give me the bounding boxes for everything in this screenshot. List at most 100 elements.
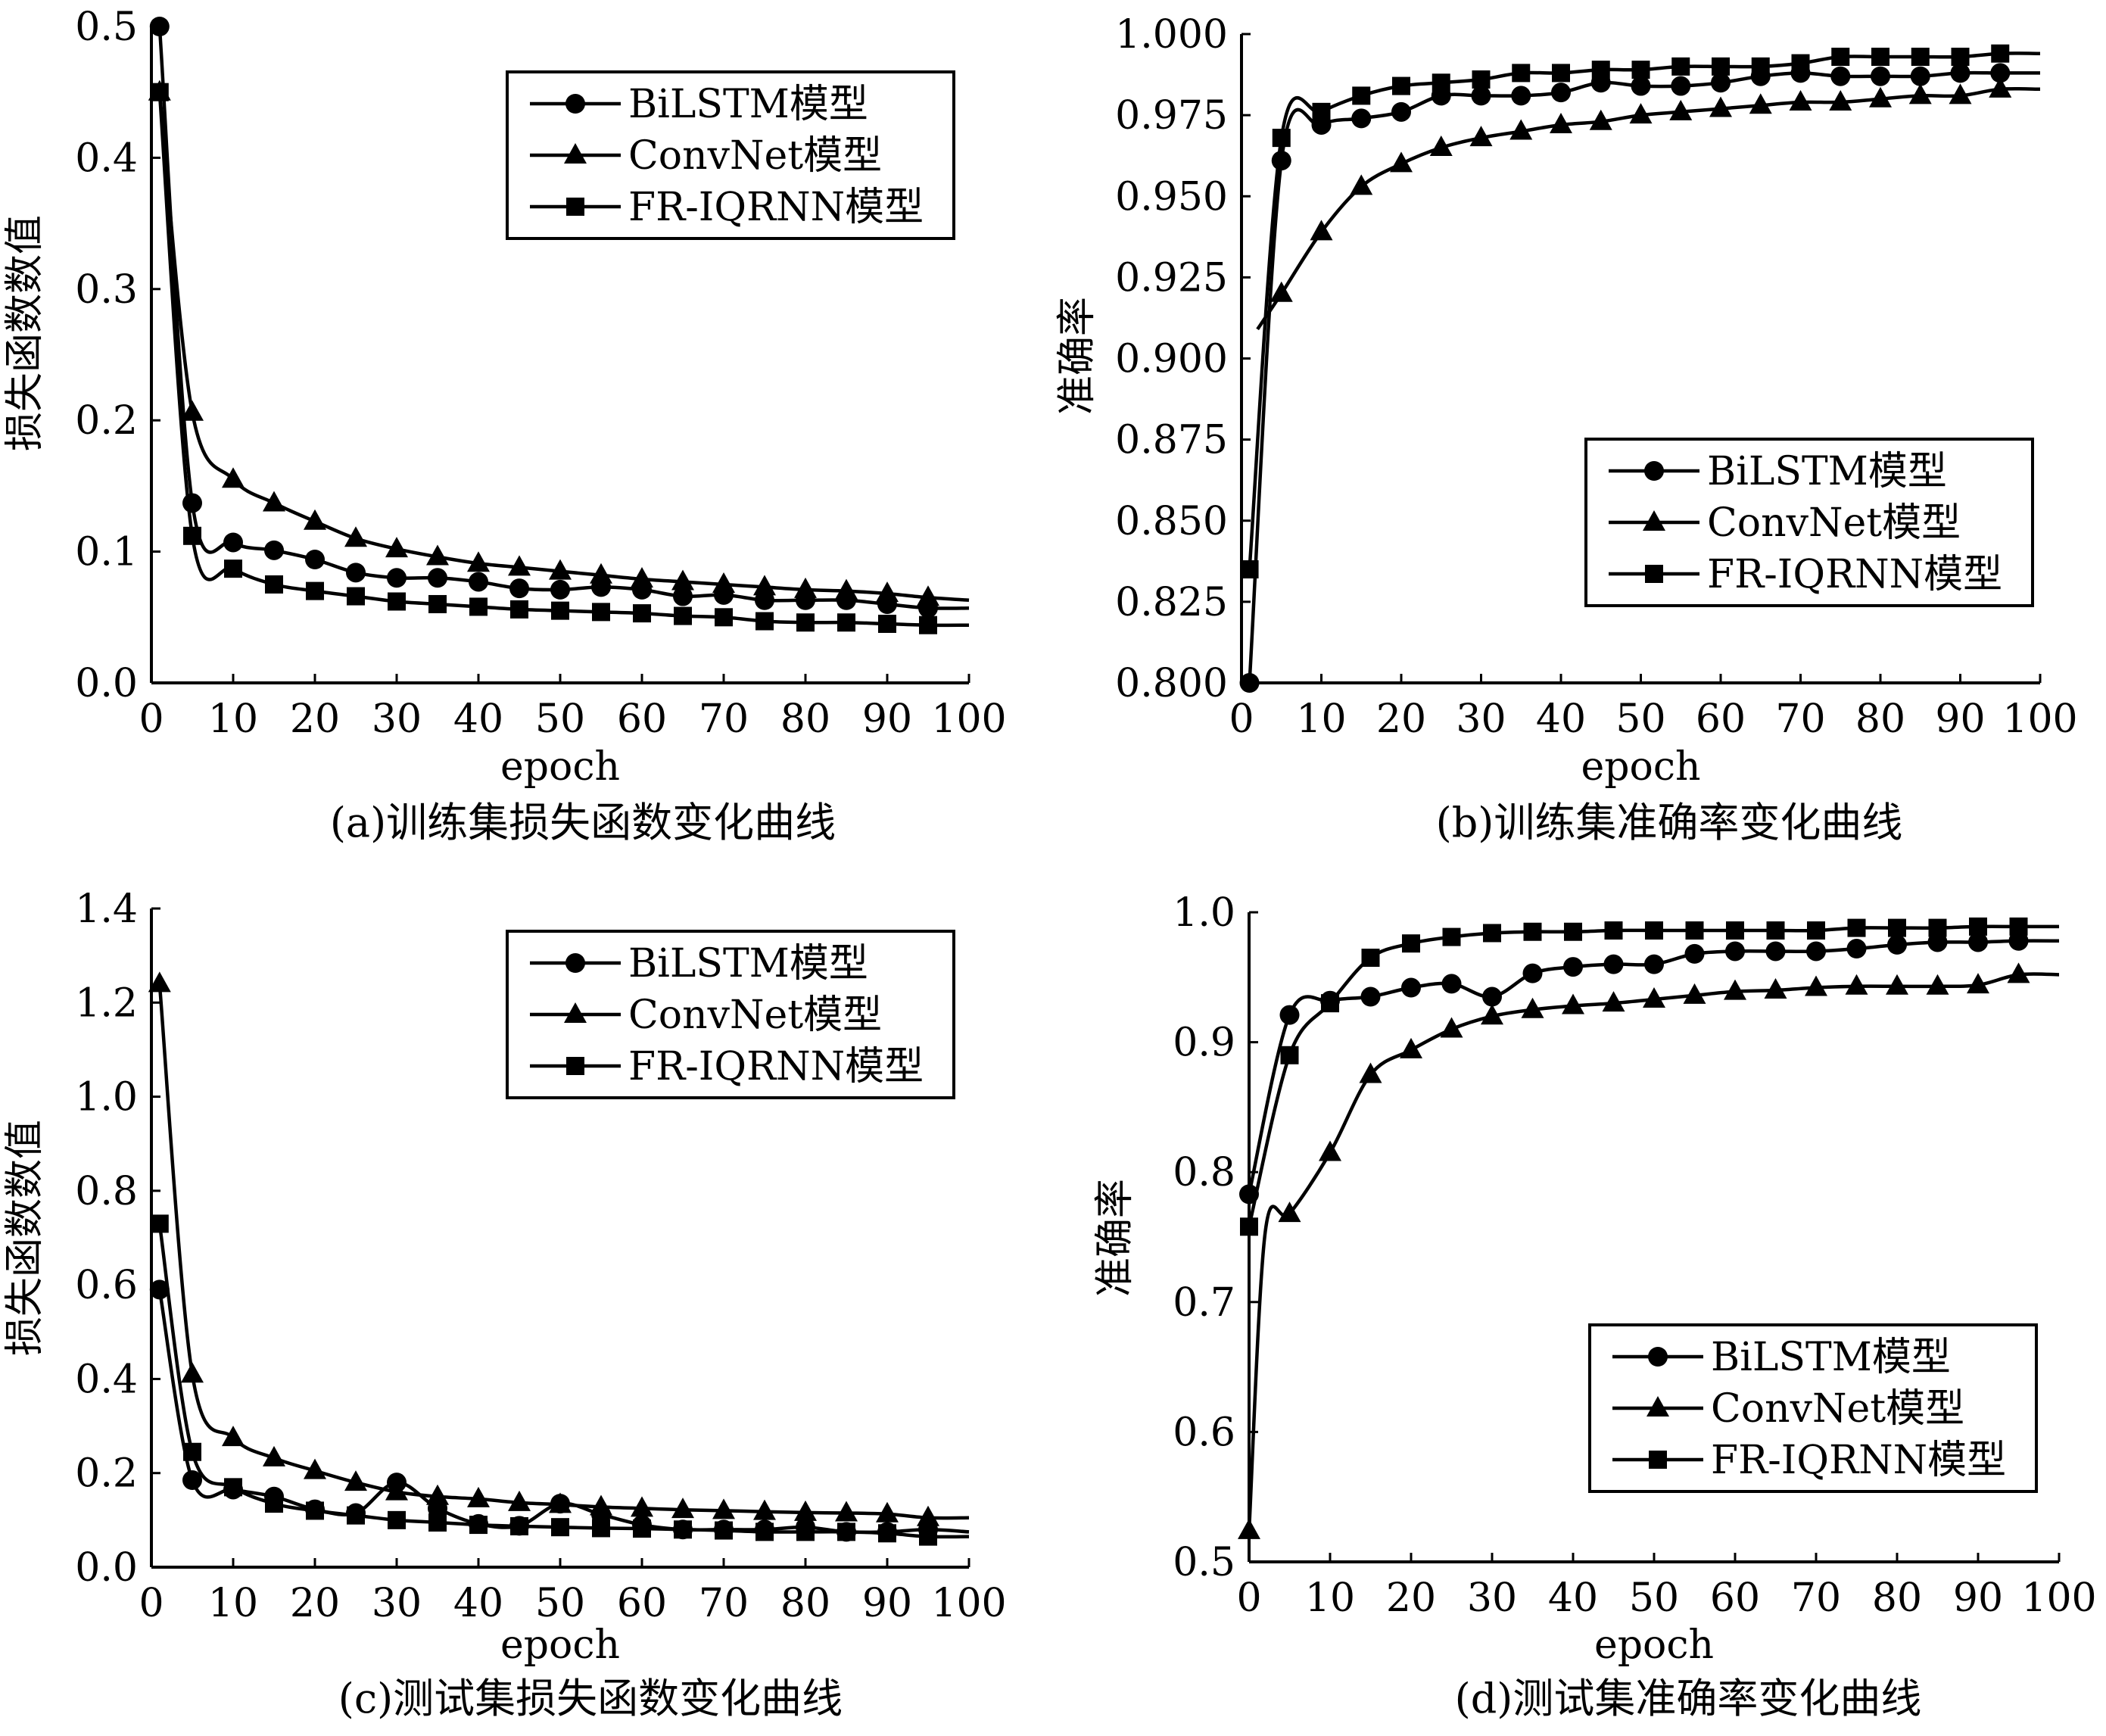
legend-marker-square xyxy=(566,1057,584,1075)
data-point-square xyxy=(633,604,651,623)
y-tick-label: 1.0 xyxy=(75,1075,138,1120)
legend-marker-circle xyxy=(1648,1347,1668,1367)
data-point-circle xyxy=(1482,986,1502,1007)
data-point-circle xyxy=(1830,66,1851,86)
data-point-square xyxy=(1591,61,1610,79)
legend-marker-square xyxy=(566,198,584,216)
data-point-square xyxy=(1472,70,1491,89)
data-point-square xyxy=(1712,57,1730,76)
data-point-square xyxy=(1240,1217,1258,1236)
x-tick-label: 80 xyxy=(1855,697,1905,742)
data-point-triangle xyxy=(835,578,858,600)
y-tick-label: 0.0 xyxy=(75,1545,138,1591)
data-point-circle xyxy=(1551,83,1571,103)
data-point-square xyxy=(183,526,201,545)
data-point-triangle xyxy=(426,544,449,566)
data-point-triangle xyxy=(1602,991,1625,1012)
x-tick-label: 80 xyxy=(780,697,830,742)
y-tick-label: 0.4 xyxy=(75,136,138,181)
legend-marker-triangle xyxy=(564,143,587,164)
y-tick-label: 0.1 xyxy=(75,530,138,575)
x-tick-label: 30 xyxy=(372,1581,422,1626)
data-point-circle xyxy=(1806,941,1826,962)
data-point-triangle xyxy=(1886,974,1908,995)
legend: BiLSTM模型 ConvNet模型 FR-IQRNN模型 xyxy=(1588,1323,2038,1493)
data-point-square xyxy=(837,613,855,632)
data-point-square xyxy=(919,616,937,634)
series-square xyxy=(150,1214,970,1546)
legend-marker-triangle xyxy=(1646,1396,1669,1417)
data-point-square xyxy=(1645,921,1663,940)
legend-marker-circle xyxy=(565,953,585,973)
data-point-triangle xyxy=(1509,119,1533,140)
data-point-circle xyxy=(1846,939,1867,959)
x-tick-label: 20 xyxy=(290,697,340,742)
panel-b: 0 10 20 30 40 50 60 70 80 90 100 0.800 0.825 0.850 0.8… xyxy=(1055,12,2078,846)
y-tick-label: 0.875 xyxy=(1115,418,1228,463)
data-point-triangle xyxy=(1319,1140,1341,1161)
legend-label: FR-IQRNN模型 xyxy=(628,185,924,230)
x-tick-label: 60 xyxy=(1710,1575,1760,1621)
x-axis-title: epoch xyxy=(1581,744,1701,790)
x-tick-label: 90 xyxy=(1953,1575,2003,1621)
x-axis-title: epoch xyxy=(500,1622,620,1668)
data-point-square xyxy=(469,1516,488,1535)
legend-item: FR-IQRNN模型 xyxy=(1612,1438,2006,1483)
data-point-triangle xyxy=(2007,962,2030,983)
panel-caption: (b)训练集准确率变化曲线 xyxy=(1436,799,1903,846)
data-point-triangle xyxy=(385,537,408,558)
data-point-square xyxy=(674,1520,692,1539)
data-point-square xyxy=(755,612,774,631)
data-point-triangle xyxy=(1350,174,1373,195)
y-tick-label: 0.900 xyxy=(1115,337,1228,382)
legend-marker-circle xyxy=(565,94,585,114)
data-point-circle xyxy=(1511,86,1531,106)
data-point-triangle xyxy=(1550,112,1572,133)
data-point-square xyxy=(224,559,242,578)
data-point-triangle xyxy=(1869,86,1892,108)
data-point-square xyxy=(1361,949,1380,968)
data-point-square xyxy=(347,587,365,606)
data-point-circle xyxy=(223,532,243,553)
x-tick-label: 50 xyxy=(1629,1575,1679,1621)
panel-c: 0 10 20 30 40 50 60 70 80 90 100 0.0 0.2 0.4 0.6 0.8 1.0… xyxy=(2,887,1007,1722)
data-point-square xyxy=(1564,922,1582,941)
legend-item: ConvNet模型 xyxy=(1609,500,1961,546)
legend-label: BiLSTM模型 xyxy=(1707,449,1947,494)
data-point-triangle xyxy=(1926,974,1949,995)
x-tick-label: 40 xyxy=(453,697,503,742)
data-point-circle xyxy=(1360,986,1381,1007)
data-point-triangle xyxy=(876,1501,899,1523)
x-tick-label: 50 xyxy=(1615,697,1665,742)
panel-caption: (c)测试集损失函数变化曲线 xyxy=(338,1675,843,1722)
data-point-circle xyxy=(182,1470,202,1491)
data-point-triangle xyxy=(1270,281,1293,302)
data-point-triangle xyxy=(1310,220,1333,241)
data-point-triangle xyxy=(1562,993,1584,1014)
data-point-triangle xyxy=(467,551,490,572)
data-point-triangle xyxy=(712,1498,735,1519)
data-point-square xyxy=(1240,560,1259,579)
data-point-square xyxy=(1928,918,1947,937)
legend-label: FR-IQRNN模型 xyxy=(628,1044,924,1089)
y-axis-title: 准确率 xyxy=(1055,297,1100,415)
legend-label: ConvNet模型 xyxy=(1707,500,1961,546)
data-point-triangle xyxy=(426,1484,449,1505)
data-point-triangle xyxy=(712,572,735,593)
data-point-triangle xyxy=(263,491,285,512)
data-point-square xyxy=(150,1214,169,1233)
y-tick-label: 1.0 xyxy=(1173,890,1235,936)
data-point-square xyxy=(878,614,896,633)
x-tick-label: 0 xyxy=(1236,1575,1261,1621)
legend: BiLSTM模型 ConvNet模型 FR-IQRNN模型 xyxy=(506,930,955,1099)
legend-label: ConvNet模型 xyxy=(628,133,882,179)
data-point-triangle xyxy=(1359,1062,1382,1083)
data-point-triangle xyxy=(794,1500,817,1521)
legend-label: BiLSTM模型 xyxy=(628,941,868,986)
data-point-square xyxy=(224,1478,242,1497)
data-point-circle xyxy=(1765,941,1786,962)
data-point-circle xyxy=(182,493,202,513)
series-triangle xyxy=(1256,76,2041,331)
data-point-triangle xyxy=(1683,983,1706,1004)
y-tick-label: 1.2 xyxy=(75,980,138,1026)
